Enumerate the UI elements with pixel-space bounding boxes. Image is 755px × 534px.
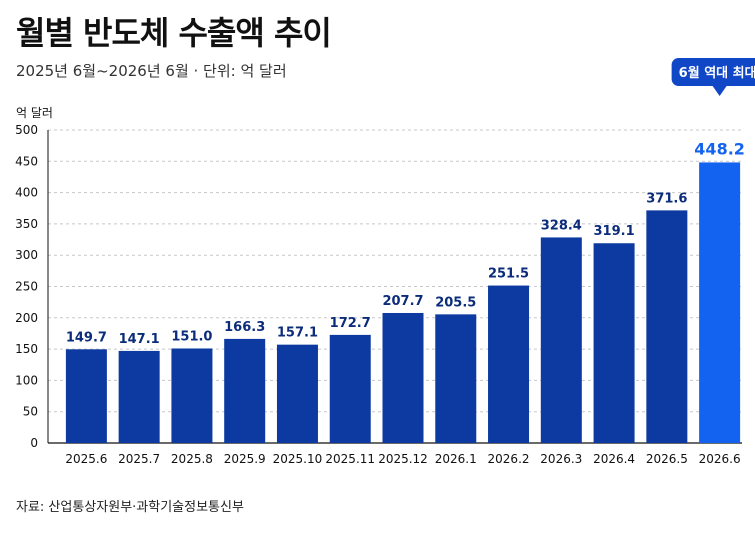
y-tick-label: 200 (15, 311, 38, 325)
bar (699, 162, 741, 443)
chart-subtitle: 2025년 6월~2026년 6월 · 단위: 억 달러 (16, 62, 287, 80)
bar-value-label: 371.6 (646, 191, 687, 206)
x-tick-label: 2025.6 (65, 452, 107, 466)
x-tick-label: 2026.2 (488, 452, 530, 466)
y-tick-label: 150 (15, 342, 38, 356)
x-tick-label: 2026.6 (699, 452, 741, 466)
x-tick-label: 2025.10 (273, 452, 323, 466)
bar (118, 350, 160, 443)
callout-pointer (712, 86, 727, 96)
x-tick-label: 2025.11 (325, 452, 375, 466)
bar (65, 349, 107, 443)
y-tick-label: 0 (30, 436, 38, 450)
x-tick-label: 2026.4 (593, 452, 635, 466)
y-tick-label: 100 (15, 373, 38, 387)
bar-value-label: 205.5 (435, 295, 476, 310)
y-tick-label: 300 (15, 248, 38, 262)
bar-value-label: 251.5 (488, 267, 529, 282)
x-tick-label: 2025.7 (118, 452, 160, 466)
y-tick-label: 350 (15, 217, 38, 231)
bar-value-label: 147.1 (119, 332, 160, 347)
bar-value-label: 151.0 (171, 329, 212, 344)
bar (593, 243, 635, 443)
bar-value-label: 166.3 (224, 320, 265, 335)
bar-value-label: 157.1 (277, 326, 318, 341)
y-tick-label: 50 (23, 405, 38, 419)
bar-value-label: 448.2 (694, 139, 745, 158)
bar-value-label: 319.1 (594, 224, 635, 239)
x-tick-label: 2026.5 (646, 452, 688, 466)
y-tick-label: 400 (15, 186, 38, 200)
bar (171, 348, 213, 443)
bar (540, 237, 582, 443)
bar-value-label: 172.7 (330, 316, 371, 331)
x-tick-label: 2026.3 (540, 452, 582, 466)
bar-value-label: 207.7 (382, 294, 423, 309)
x-tick-label: 2025.12 (378, 452, 428, 466)
bar (224, 338, 266, 443)
bar (488, 285, 530, 443)
y-axis-label: 억 달러 (16, 106, 53, 120)
y-tick-label: 250 (15, 280, 38, 294)
callout-box (671, 58, 755, 86)
x-tick-label: 2025.8 (171, 452, 213, 466)
x-tick-label: 2026.1 (435, 452, 477, 466)
bar-value-label: 149.7 (66, 330, 107, 345)
bar (646, 210, 688, 443)
chart-title: 월별 반도체 수출액 추이 (16, 14, 332, 52)
bar (276, 344, 318, 443)
bar (435, 314, 477, 443)
bar (382, 312, 424, 443)
bar-value-label: 328.4 (541, 218, 582, 233)
x-tick-label: 2025.9 (224, 452, 266, 466)
bar (329, 334, 371, 443)
y-tick-label: 500 (15, 123, 38, 137)
source-note: 자료: 산업통상자원부·과학기술정보통신부 (16, 500, 244, 515)
callout-text: 6월 역대 최대 (679, 65, 755, 81)
y-tick-label: 450 (15, 154, 38, 168)
